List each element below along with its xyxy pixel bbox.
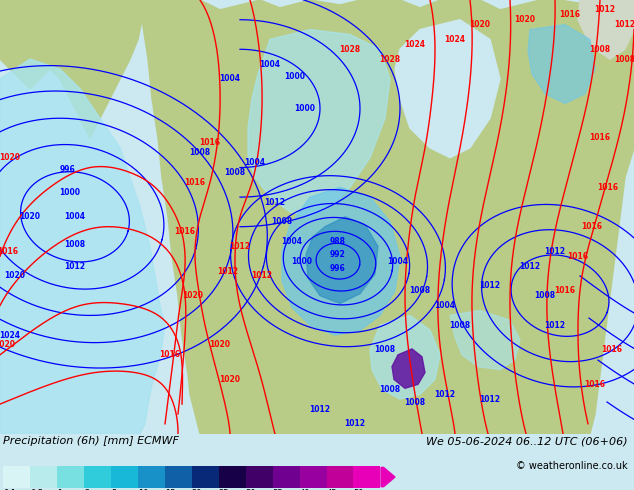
Text: 1012: 1012 — [65, 262, 86, 270]
Text: 1012: 1012 — [595, 5, 616, 14]
Text: Precipitation (6h) [mm] ECMWF: Precipitation (6h) [mm] ECMWF — [3, 437, 179, 446]
Text: 1024: 1024 — [404, 40, 425, 49]
Text: 1000: 1000 — [292, 257, 313, 266]
Bar — [219, 466, 245, 488]
Text: 1016: 1016 — [0, 247, 18, 256]
Text: 1020: 1020 — [183, 291, 204, 300]
Bar — [57, 466, 84, 488]
Text: 1016: 1016 — [567, 252, 588, 261]
Text: 1000: 1000 — [295, 104, 316, 113]
Text: 1020: 1020 — [20, 212, 41, 221]
Text: 1004: 1004 — [281, 237, 302, 246]
Bar — [111, 466, 138, 488]
Text: 1012: 1012 — [264, 197, 285, 207]
Bar — [165, 466, 191, 488]
Polygon shape — [528, 24, 595, 103]
Text: 1012: 1012 — [252, 271, 273, 280]
Text: 1008: 1008 — [534, 291, 555, 300]
Text: 1012: 1012 — [545, 247, 566, 256]
Polygon shape — [370, 316, 440, 399]
Polygon shape — [282, 187, 400, 335]
Text: © weatheronline.co.uk: © weatheronline.co.uk — [516, 461, 628, 471]
Text: 1016: 1016 — [581, 222, 602, 231]
Text: 1012: 1012 — [344, 419, 365, 428]
Text: 1016: 1016 — [597, 183, 619, 192]
Text: 992: 992 — [330, 250, 346, 259]
Polygon shape — [392, 349, 425, 388]
Text: We 05-06-2024 06..12 UTC (06+06): We 05-06-2024 06..12 UTC (06+06) — [426, 437, 628, 446]
Bar — [191, 466, 219, 488]
Text: 1016: 1016 — [184, 178, 205, 187]
Text: 1012: 1012 — [479, 394, 500, 404]
Text: 1008: 1008 — [190, 148, 210, 157]
Text: 996: 996 — [60, 165, 76, 174]
Text: 1004: 1004 — [245, 158, 266, 167]
Text: 1008: 1008 — [271, 217, 292, 226]
Polygon shape — [578, 0, 634, 59]
Text: 1012: 1012 — [545, 321, 566, 330]
Text: 1008: 1008 — [379, 385, 401, 394]
Bar — [327, 466, 354, 488]
Text: 1004: 1004 — [387, 257, 408, 266]
Text: 1020: 1020 — [4, 271, 25, 280]
Text: 1020: 1020 — [0, 341, 15, 349]
Bar — [354, 466, 380, 488]
Bar — [84, 466, 111, 488]
Polygon shape — [395, 20, 500, 158]
Bar — [138, 466, 165, 488]
Bar — [299, 466, 327, 488]
Text: 1004: 1004 — [65, 212, 86, 221]
Text: 1000: 1000 — [60, 188, 81, 196]
Text: 1020: 1020 — [209, 341, 231, 349]
Text: 1008: 1008 — [375, 345, 396, 354]
Polygon shape — [450, 311, 520, 369]
Text: 1004: 1004 — [219, 74, 240, 83]
Text: 1012: 1012 — [519, 262, 541, 270]
Text: 1016: 1016 — [200, 138, 221, 147]
Bar — [273, 466, 299, 488]
Text: 1024: 1024 — [444, 35, 465, 44]
Text: 1016: 1016 — [160, 350, 181, 359]
Polygon shape — [306, 217, 378, 303]
Text: 1004: 1004 — [434, 301, 455, 310]
Text: 1008: 1008 — [450, 321, 470, 330]
Bar — [3, 466, 30, 488]
Text: 1028: 1028 — [339, 45, 361, 54]
Text: 1008: 1008 — [590, 45, 611, 54]
Text: 1024: 1024 — [0, 331, 20, 340]
Text: 1012: 1012 — [479, 281, 500, 290]
FancyArrow shape — [381, 467, 395, 487]
Text: 1016: 1016 — [559, 10, 581, 19]
Text: 1020: 1020 — [515, 15, 536, 24]
Text: 1020: 1020 — [219, 375, 240, 384]
Text: 1008: 1008 — [614, 54, 634, 64]
Polygon shape — [0, 0, 142, 138]
Text: 1016: 1016 — [590, 133, 611, 143]
Bar — [245, 466, 273, 488]
Text: 1008: 1008 — [404, 397, 425, 407]
Text: 1020: 1020 — [470, 20, 491, 29]
Polygon shape — [0, 59, 165, 434]
Text: 1012: 1012 — [230, 242, 250, 251]
Text: 1016: 1016 — [174, 227, 195, 236]
Text: 1004: 1004 — [259, 60, 280, 69]
Text: 1012: 1012 — [614, 20, 634, 29]
Text: 1012: 1012 — [217, 267, 238, 275]
Text: 1000: 1000 — [285, 73, 306, 81]
Text: 1012: 1012 — [309, 405, 330, 414]
Text: 1016: 1016 — [602, 345, 623, 354]
Text: 1016: 1016 — [555, 286, 576, 295]
Text: 1008: 1008 — [65, 240, 86, 249]
Text: 1028: 1028 — [379, 54, 401, 64]
Text: 1016: 1016 — [585, 380, 605, 389]
Text: 988: 988 — [330, 237, 346, 246]
Text: 996: 996 — [330, 264, 346, 272]
Polygon shape — [248, 29, 390, 217]
Polygon shape — [140, 0, 634, 434]
Text: 1020: 1020 — [0, 153, 20, 162]
Text: 1008: 1008 — [410, 286, 430, 295]
Text: 1008: 1008 — [224, 168, 245, 177]
Text: 1012: 1012 — [434, 390, 455, 399]
Bar — [30, 466, 57, 488]
